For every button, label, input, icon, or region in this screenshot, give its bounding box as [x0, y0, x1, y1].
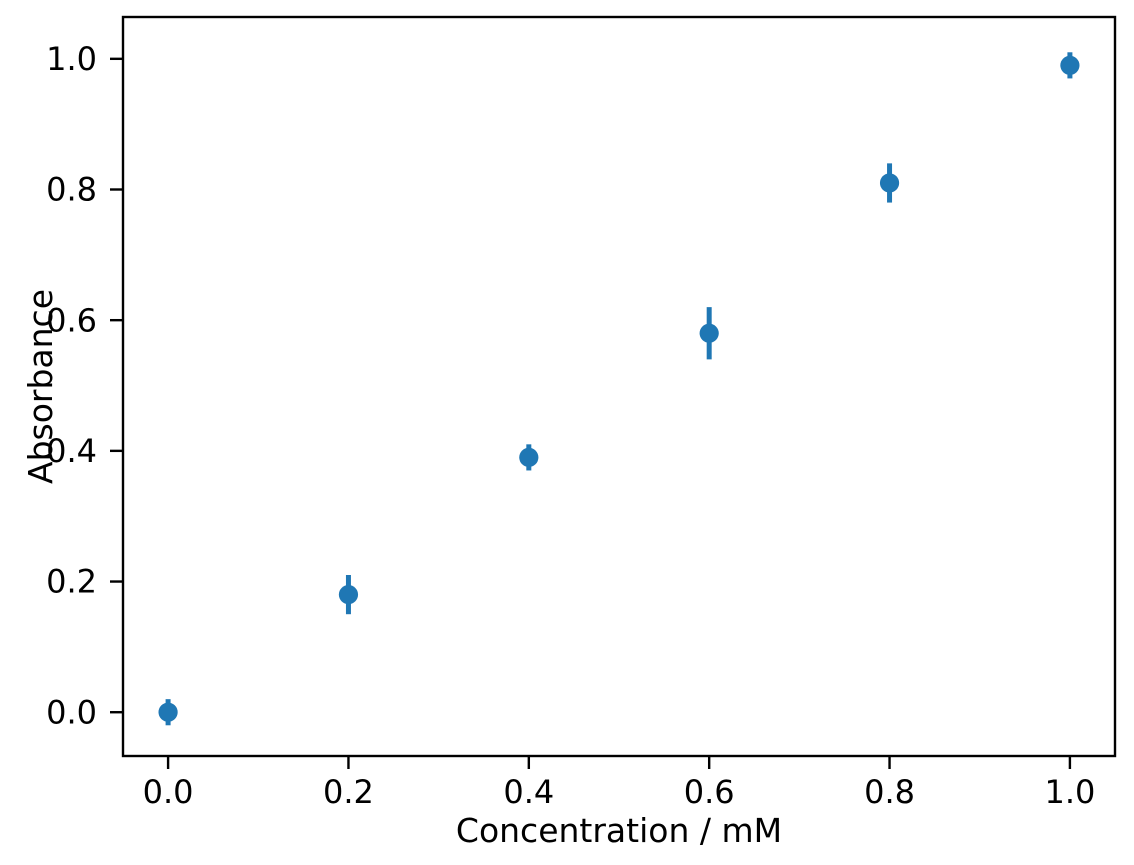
y-tick-label: 0.8: [46, 171, 97, 209]
data-point: [699, 323, 719, 343]
y-tick-label: 0.0: [46, 693, 97, 731]
data-point: [158, 702, 178, 722]
y-tick-label: 0.6: [46, 301, 97, 339]
axes-frame: [121, 15, 1117, 758]
chart-content: 0.0 0.2 0.4 0.6 0.8 1.0 0.0 0.2 0.4 0.6 0.8 1.0: [46, 40, 1095, 811]
x-tick-label: 0.0: [143, 773, 194, 811]
y-axis-label: Absorbance: [21, 289, 60, 484]
x-tick-label: 0.4: [503, 773, 554, 811]
y-tick-label: 0.4: [46, 432, 97, 470]
data-point: [1060, 55, 1080, 75]
y-tick-label: 0.2: [46, 563, 97, 601]
x-tick-label: 0.2: [323, 773, 374, 811]
data-point: [338, 585, 359, 605]
data-point: [519, 447, 539, 467]
x-axis-label: Concentration / mM: [456, 811, 782, 850]
y-tick-label: 1.0: [46, 40, 97, 78]
x-tick-label: 0.6: [684, 773, 735, 811]
x-tick-label: 1.0: [1044, 773, 1095, 811]
x-tick-label: 0.8: [864, 773, 915, 811]
data-point: [879, 173, 900, 193]
